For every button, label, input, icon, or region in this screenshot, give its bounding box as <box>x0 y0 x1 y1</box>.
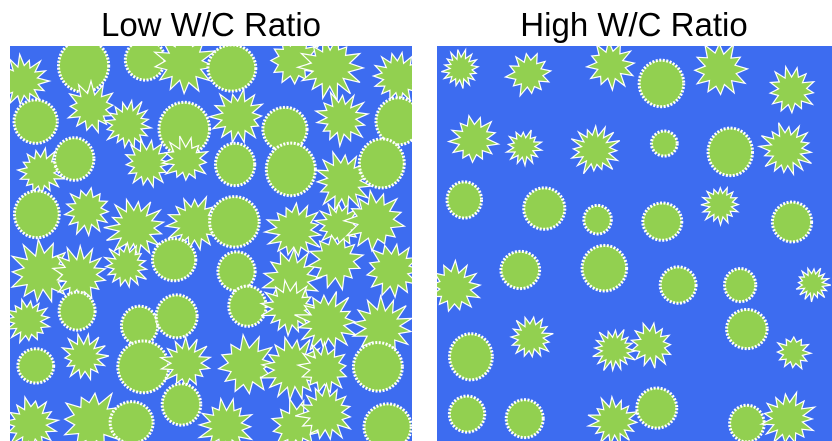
particle <box>569 123 621 175</box>
particle <box>160 382 203 427</box>
particle <box>592 328 638 373</box>
particle <box>635 386 679 430</box>
particle <box>374 96 412 147</box>
particle <box>259 278 320 338</box>
particle <box>313 90 371 149</box>
particle <box>509 315 554 359</box>
particle <box>584 46 637 93</box>
particle <box>706 126 754 178</box>
particle <box>504 129 544 168</box>
particle <box>775 335 814 371</box>
particle <box>341 188 407 253</box>
particle <box>12 189 61 240</box>
particle <box>770 200 814 244</box>
particle <box>314 150 373 213</box>
particle <box>447 394 487 434</box>
particle <box>362 402 412 441</box>
particle <box>208 195 261 249</box>
particle <box>57 290 97 332</box>
particle <box>580 243 629 293</box>
particle <box>371 50 412 108</box>
particle <box>641 201 684 242</box>
particle <box>227 284 268 328</box>
particle <box>295 340 348 394</box>
particle <box>103 197 166 260</box>
particle <box>207 86 265 145</box>
particle <box>10 394 61 441</box>
particle <box>119 304 160 347</box>
particle <box>264 141 317 198</box>
particle <box>60 332 110 382</box>
particle <box>693 46 750 96</box>
particle <box>158 334 213 390</box>
particle <box>658 265 698 305</box>
particle <box>499 249 542 291</box>
particle <box>108 400 155 441</box>
particle <box>649 129 679 158</box>
particle <box>768 64 816 115</box>
particle <box>102 98 154 151</box>
particle <box>295 381 353 441</box>
particle <box>504 398 545 440</box>
particle <box>160 135 210 182</box>
particle <box>503 52 553 98</box>
particle <box>357 137 406 190</box>
particle <box>16 347 56 385</box>
particle <box>123 46 167 82</box>
particle <box>163 194 224 252</box>
particle <box>66 78 115 135</box>
particle <box>12 98 59 145</box>
particle <box>294 291 358 351</box>
particle <box>53 136 96 182</box>
particle <box>351 341 404 393</box>
particle <box>795 266 831 303</box>
particle <box>124 138 175 189</box>
panel-background <box>437 46 832 441</box>
particle <box>10 297 52 345</box>
particle <box>295 46 366 101</box>
panel-title: Low W/C Ratio <box>101 6 321 43</box>
particle <box>261 105 309 153</box>
particle <box>365 242 412 299</box>
particle <box>446 114 501 164</box>
particle <box>728 403 766 441</box>
particle <box>756 122 814 177</box>
particle <box>437 258 482 313</box>
particle <box>10 51 52 106</box>
particle <box>441 47 480 89</box>
panel-title: High W/C Ratio <box>520 6 747 43</box>
particle <box>582 203 613 236</box>
particle <box>150 237 198 283</box>
particle <box>116 339 171 395</box>
particles <box>10 46 412 441</box>
particle <box>522 186 567 231</box>
particle <box>723 267 758 304</box>
particle <box>629 321 673 369</box>
particle <box>262 201 323 258</box>
particle <box>206 46 258 93</box>
particle <box>102 240 149 289</box>
particles <box>437 46 831 441</box>
particle <box>213 141 257 188</box>
particle <box>759 390 817 441</box>
particle <box>306 233 365 292</box>
particle <box>154 293 199 340</box>
particle <box>448 332 494 382</box>
particle <box>637 58 686 109</box>
particle <box>62 186 110 238</box>
particle <box>585 394 640 441</box>
particle <box>445 180 484 220</box>
particle <box>56 46 111 94</box>
particle <box>725 307 769 351</box>
particle <box>259 335 328 403</box>
particle <box>197 396 254 441</box>
particle <box>700 185 741 228</box>
